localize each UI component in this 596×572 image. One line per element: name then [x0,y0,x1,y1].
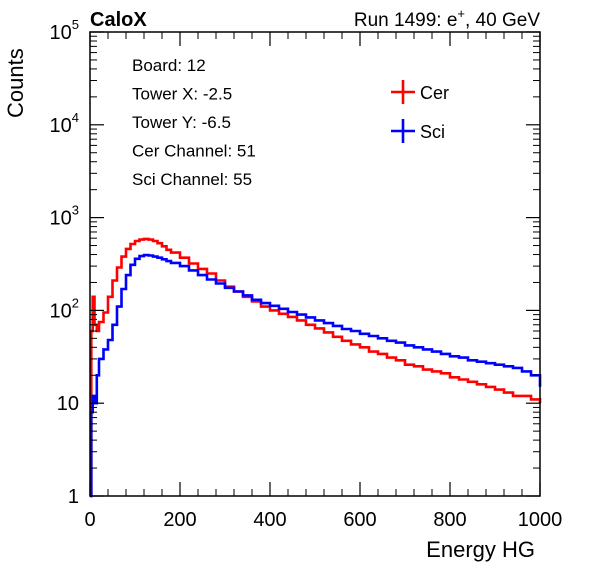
chart-title-right-prefix: Run 1499: e [354,10,458,31]
tick-labels: 0 200 400 600 800 1000 1 10 102 103 104 105 [50,17,563,531]
info-line: Tower X: -2.5 [132,85,232,104]
x-axis-label: Energy HG [426,537,535,562]
x-tick-label: 200 [163,509,196,531]
info-box: Board: 12 Tower X: -2.5 Tower Y: -6.5 Cer C… [132,56,256,189]
info-line: Sci Channel: 55 [132,170,252,189]
info-line: Board: 12 [132,56,206,75]
x-tick-label: 400 [253,509,286,531]
y-tick-label: 1 [68,486,79,508]
chart-title-right-suffix: , 40 GeV [465,10,540,31]
info-line: Cer Channel: 51 [132,142,256,161]
x-tick-label: 800 [433,509,466,531]
series-layer [90,237,542,498]
ticks-layer [89,31,541,497]
y-tick-label: 105 [50,17,79,44]
y-tick-label: 102 [50,295,79,322]
y-tick-label: 10 [57,393,79,415]
x-tick-label: 0 [84,509,95,531]
legend: Cer Sci [391,80,449,143]
y-tick-label: 104 [50,110,79,137]
chart-title-right-sup: + [457,6,465,21]
y-axis-label: Counts [3,48,28,118]
y-tick-label: 103 [50,203,79,230]
plot-frame [89,31,541,497]
legend-label: Sci [420,122,445,142]
chart-title-left: CaloX [90,9,147,31]
info-line: Tower Y: -6.5 [132,113,231,132]
x-tick-label: 1000 [518,509,563,531]
legend-label: Cer [420,83,449,103]
series-sci-line [90,253,542,498]
x-tick-label: 600 [343,509,376,531]
series-cer-line [90,237,542,498]
chart-title-right: Run 1499: e+, 40 GeV [354,6,540,31]
